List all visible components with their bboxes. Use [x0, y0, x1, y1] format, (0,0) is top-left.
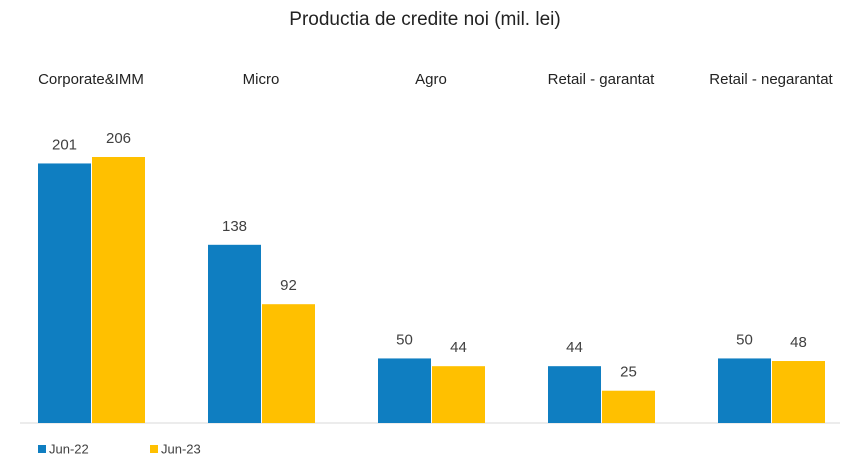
bar [772, 361, 825, 423]
bar [38, 163, 91, 424]
legend-label: Jun-22 [49, 441, 89, 456]
bar [432, 366, 485, 423]
data-label: 138 [222, 218, 247, 235]
data-label: 206 [106, 130, 131, 147]
bar [92, 157, 145, 423]
category-label: Micro [243, 71, 280, 88]
bar [208, 244, 261, 423]
legend-label: Jun-23 [161, 441, 201, 456]
data-label: 201 [52, 136, 77, 153]
bar [602, 390, 655, 423]
data-label: 25 [620, 364, 637, 381]
category-label: Corporate&IMM [38, 71, 144, 88]
legend-swatch [150, 445, 158, 453]
legend-swatch [38, 445, 46, 453]
data-label: 44 [450, 339, 467, 356]
category-label: Retail - garantat [548, 71, 656, 88]
data-label: 92 [280, 277, 297, 294]
category-label: Agro [415, 71, 447, 88]
data-label: 50 [736, 331, 753, 348]
bar [378, 358, 431, 423]
bar [548, 366, 601, 423]
data-label: 44 [566, 339, 583, 356]
bar [262, 304, 315, 423]
chart-title: Productia de credite noi (mil. lei) [289, 9, 560, 30]
bar [718, 358, 771, 423]
data-label: 48 [790, 334, 807, 351]
data-label: 50 [396, 331, 413, 348]
category-label: Retail - negarantat [709, 71, 833, 88]
